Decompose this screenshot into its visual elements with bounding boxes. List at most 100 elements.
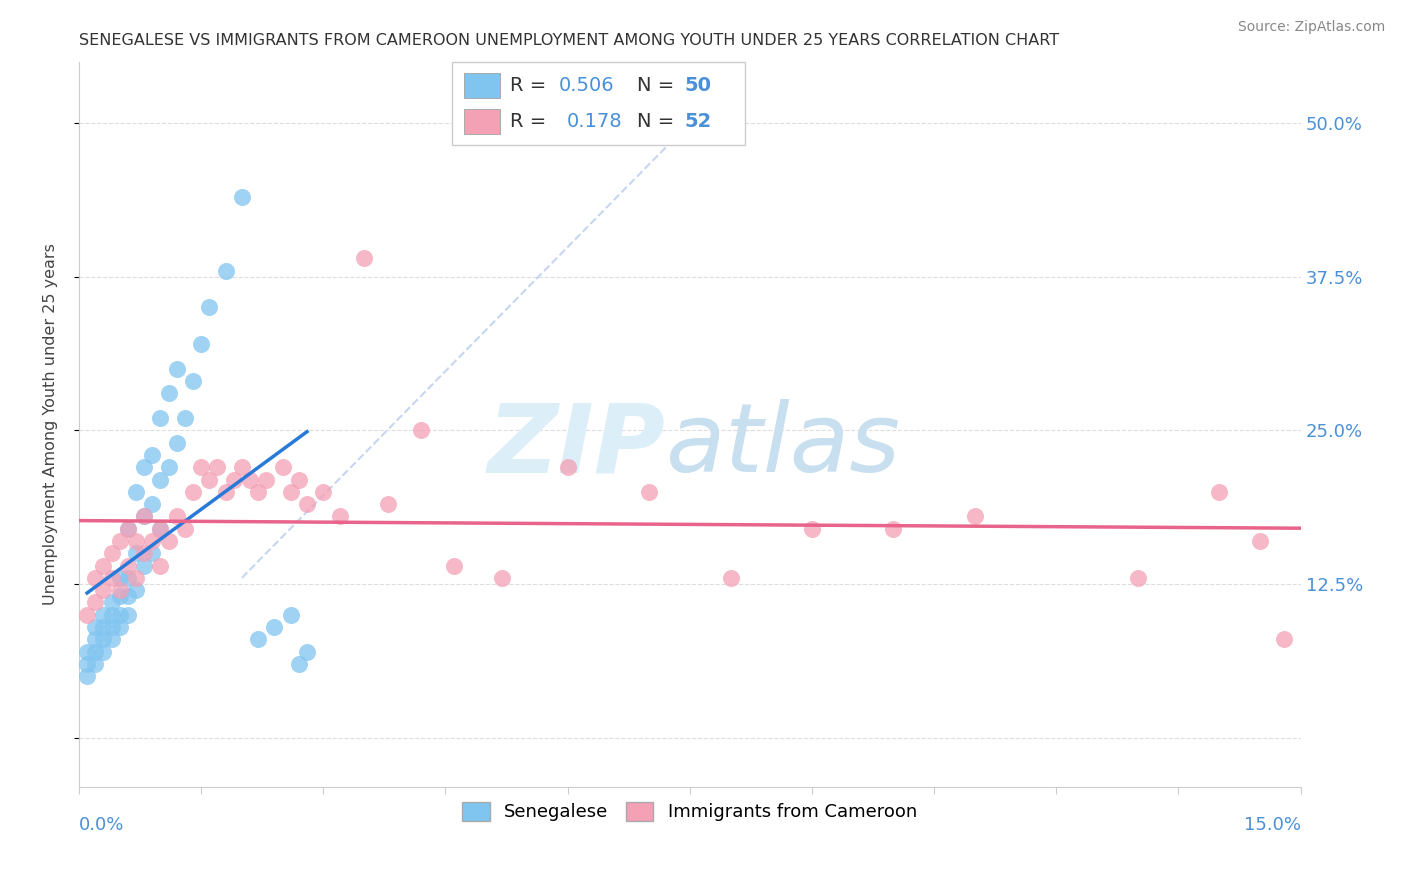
Text: 15.0%: 15.0% bbox=[1244, 816, 1301, 834]
Point bbox=[117, 590, 139, 604]
Point bbox=[198, 301, 221, 315]
Point bbox=[173, 522, 195, 536]
Point bbox=[117, 571, 139, 585]
Point bbox=[377, 497, 399, 511]
Point bbox=[84, 645, 107, 659]
Point bbox=[149, 558, 172, 573]
Point bbox=[141, 546, 163, 560]
Point bbox=[288, 657, 311, 671]
Point bbox=[280, 484, 302, 499]
Point bbox=[149, 411, 172, 425]
Point bbox=[100, 607, 122, 622]
Text: 50: 50 bbox=[685, 76, 711, 95]
Point bbox=[231, 190, 253, 204]
Point bbox=[329, 509, 352, 524]
Point bbox=[295, 645, 318, 659]
Point bbox=[214, 484, 236, 499]
Point bbox=[181, 374, 204, 388]
Point bbox=[108, 583, 131, 598]
Text: SENEGALESE VS IMMIGRANTS FROM CAMEROON UNEMPLOYMENT AMONG YOUTH UNDER 25 YEARS C: SENEGALESE VS IMMIGRANTS FROM CAMEROON U… bbox=[79, 33, 1059, 48]
Point bbox=[247, 484, 270, 499]
Point bbox=[93, 620, 115, 634]
Point bbox=[84, 620, 107, 634]
Text: atlas: atlas bbox=[665, 400, 900, 492]
Point bbox=[100, 620, 122, 634]
Point bbox=[353, 251, 375, 265]
Point bbox=[100, 571, 122, 585]
Point bbox=[117, 607, 139, 622]
Point bbox=[409, 423, 432, 437]
Point bbox=[166, 509, 188, 524]
Point bbox=[108, 607, 131, 622]
Point bbox=[125, 484, 148, 499]
Point bbox=[157, 460, 180, 475]
Point bbox=[295, 497, 318, 511]
Point bbox=[214, 263, 236, 277]
Point bbox=[288, 473, 311, 487]
Point bbox=[149, 473, 172, 487]
Point bbox=[108, 620, 131, 634]
Text: R =: R = bbox=[510, 112, 560, 131]
Point bbox=[638, 484, 661, 499]
Point bbox=[100, 546, 122, 560]
Point bbox=[166, 362, 188, 376]
Point bbox=[157, 534, 180, 549]
Point bbox=[125, 546, 148, 560]
Point bbox=[108, 590, 131, 604]
Point bbox=[132, 509, 155, 524]
Point bbox=[263, 620, 285, 634]
Point bbox=[882, 522, 904, 536]
Point bbox=[117, 522, 139, 536]
Point bbox=[720, 571, 742, 585]
Point bbox=[93, 558, 115, 573]
Point bbox=[132, 460, 155, 475]
Text: 0.506: 0.506 bbox=[560, 76, 614, 95]
Point bbox=[271, 460, 294, 475]
Y-axis label: Unemployment Among Youth under 25 years: Unemployment Among Youth under 25 years bbox=[44, 244, 58, 605]
Point bbox=[84, 632, 107, 647]
Point bbox=[84, 595, 107, 609]
Point bbox=[1126, 571, 1149, 585]
Point bbox=[84, 571, 107, 585]
Point bbox=[76, 669, 98, 683]
Point bbox=[491, 571, 513, 585]
Point bbox=[190, 460, 212, 475]
Text: 0.178: 0.178 bbox=[567, 112, 621, 131]
Point bbox=[100, 632, 122, 647]
Text: 0.0%: 0.0% bbox=[79, 816, 124, 834]
Point bbox=[312, 484, 335, 499]
Point bbox=[100, 595, 122, 609]
Point bbox=[1272, 632, 1295, 647]
Point bbox=[93, 632, 115, 647]
Point bbox=[93, 645, 115, 659]
Point bbox=[254, 473, 277, 487]
Point bbox=[1249, 534, 1271, 549]
Text: N =: N = bbox=[637, 76, 681, 95]
Point bbox=[108, 534, 131, 549]
Point bbox=[1208, 484, 1230, 499]
Text: 52: 52 bbox=[685, 112, 713, 131]
Point bbox=[132, 558, 155, 573]
Point bbox=[231, 460, 253, 475]
FancyBboxPatch shape bbox=[451, 62, 745, 145]
Point bbox=[141, 448, 163, 462]
Point bbox=[166, 435, 188, 450]
Point bbox=[557, 460, 579, 475]
Text: Source: ZipAtlas.com: Source: ZipAtlas.com bbox=[1237, 20, 1385, 34]
Point bbox=[117, 522, 139, 536]
Point bbox=[222, 473, 245, 487]
FancyBboxPatch shape bbox=[464, 110, 501, 134]
Point bbox=[198, 473, 221, 487]
Point bbox=[190, 337, 212, 351]
Point bbox=[117, 558, 139, 573]
FancyBboxPatch shape bbox=[464, 73, 501, 98]
Point bbox=[801, 522, 824, 536]
Legend: Senegalese, Immigrants from Cameroon: Senegalese, Immigrants from Cameroon bbox=[456, 795, 924, 829]
Point bbox=[125, 583, 148, 598]
Text: ZIP: ZIP bbox=[488, 400, 665, 492]
Point bbox=[76, 645, 98, 659]
Point bbox=[149, 522, 172, 536]
Point bbox=[963, 509, 986, 524]
Point bbox=[181, 484, 204, 499]
Text: N =: N = bbox=[637, 112, 681, 131]
